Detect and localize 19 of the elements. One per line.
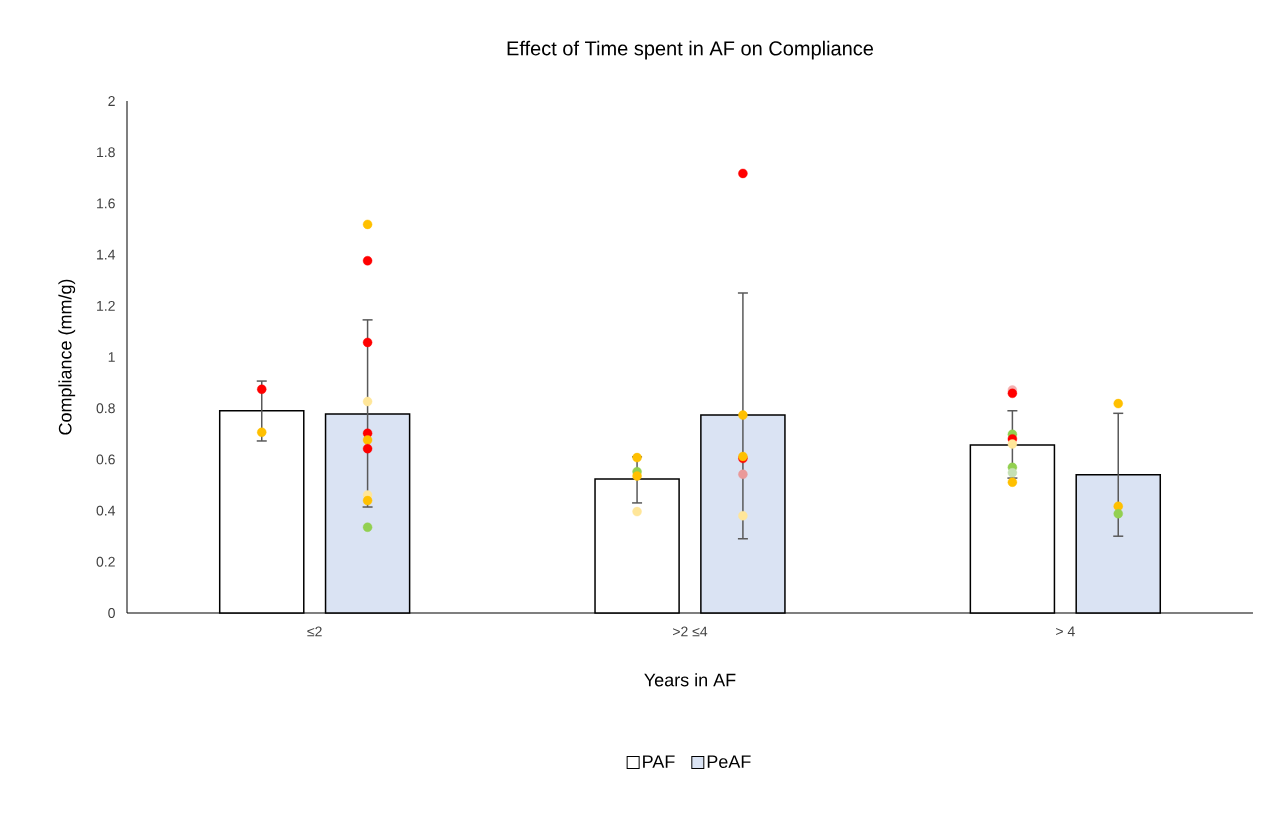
y-tick-label: 0.4 — [96, 505, 116, 516]
y-axis-title: Compliance (mm/g) — [58, 279, 76, 435]
chart-title: Effect of Time spent in AF on Compliance — [507, 40, 874, 60]
x-axis-title: Years in AF — [644, 673, 736, 687]
y-tick-label: 1.8 — [97, 147, 115, 158]
legend-label: PAF — [643, 755, 675, 768]
y-tick-label: 0.2 — [96, 556, 115, 567]
y-tick-label: 1 — [108, 352, 115, 362]
y-tick-label: 0.6 — [96, 454, 115, 465]
x-tick-label: ≤2 — [307, 626, 322, 637]
y-tick-label: 1.4 — [97, 249, 116, 260]
y-tick-label: 0.8 — [96, 403, 115, 414]
x-tick-label: > 4 — [1056, 626, 1075, 637]
y-tick-label: 0 — [108, 608, 115, 618]
y-tick-label: 2 — [108, 96, 115, 106]
legend-label: PeAF — [707, 755, 751, 768]
x-tick-label: >2 ≤4 — [673, 626, 708, 637]
y-tick-label: 1.2 — [97, 300, 115, 311]
y-tick-label: 1.6 — [97, 198, 115, 209]
